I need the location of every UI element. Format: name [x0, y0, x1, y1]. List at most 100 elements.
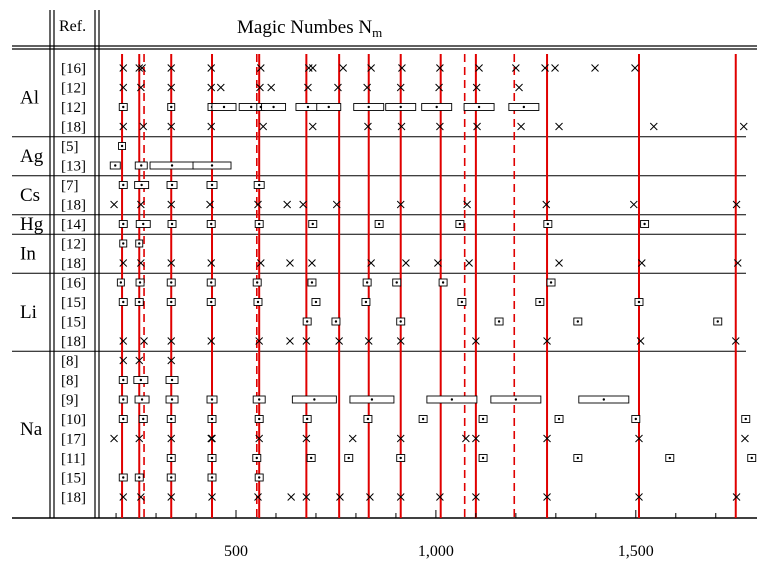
cross-marker: [543, 434, 551, 443]
box-marker: [418, 415, 428, 423]
cross-marker: [216, 83, 225, 92]
cross-stroke: [733, 259, 742, 267]
cross-stroke: [110, 434, 118, 443]
cross-stroke: [119, 259, 128, 267]
cross-marker: [286, 259, 294, 267]
cross-marker: [208, 434, 216, 443]
cross-marker: [741, 434, 749, 443]
cross-stroke: [515, 83, 523, 92]
ref-label: [18]: [61, 198, 86, 214]
cross-marker: [435, 83, 443, 92]
box-marker: [166, 181, 178, 189]
cross-marker: [543, 493, 551, 501]
box-center-dot: [305, 320, 309, 323]
ref-label: [12]: [61, 237, 86, 253]
ref-label: [12]: [61, 100, 86, 116]
box-center-dot: [395, 281, 398, 284]
cross-marker: [136, 259, 145, 267]
ref-label: [15]: [61, 315, 86, 331]
box-center-dot: [122, 398, 125, 401]
box-marker: [206, 220, 216, 228]
box-marker: [349, 395, 395, 404]
box-center-dot: [139, 378, 143, 382]
cross-marker: [110, 200, 118, 209]
cross-stroke: [635, 493, 643, 501]
box-marker: [302, 317, 312, 326]
cross-marker: [138, 64, 146, 72]
box-marker: [165, 395, 179, 404]
cross-marker: [334, 83, 342, 92]
box-center-dot: [210, 164, 214, 167]
cross-stroke: [462, 434, 470, 443]
cross-stroke: [208, 434, 216, 443]
box-marker: [166, 298, 176, 306]
element-label-al: Al: [20, 87, 39, 108]
cross-stroke: [119, 337, 128, 345]
ref-label: [18]: [61, 334, 86, 350]
box-center-dot: [364, 300, 368, 304]
cross-stroke: [635, 434, 643, 443]
box-center-dot: [122, 476, 125, 479]
cross-stroke: [267, 83, 276, 92]
box-center-dot: [210, 281, 213, 284]
box-center-dot: [399, 320, 402, 323]
cross-stroke: [256, 83, 264, 92]
box-center-dot: [140, 164, 143, 167]
box-marker: [211, 103, 237, 111]
cross-marker: [308, 64, 317, 72]
cross-marker: [364, 337, 373, 345]
cross-stroke: [364, 337, 373, 345]
ref-label: [8]: [61, 354, 79, 370]
box-center-dot: [170, 281, 173, 284]
cross-stroke: [283, 200, 292, 209]
box-marker: [254, 473, 264, 482]
box-center-dot: [546, 222, 550, 226]
cross-stroke: [136, 259, 145, 267]
box-center-dot: [142, 417, 145, 421]
box-marker: [396, 454, 406, 462]
box-marker: [118, 415, 128, 423]
box-center-dot: [327, 105, 330, 109]
data-points: [109, 64, 757, 501]
cross-stroke: [555, 122, 563, 131]
cross-stroke: [256, 64, 265, 72]
x-axis: 500 1,000 1,500: [115, 510, 717, 560]
cross-marker: [207, 259, 216, 267]
cross-stroke: [551, 64, 559, 72]
cross-marker: [110, 434, 118, 443]
cross-stroke: [436, 122, 444, 131]
cross-stroke: [207, 83, 216, 92]
box-marker: [634, 298, 644, 306]
box-center-dot: [120, 144, 124, 148]
cross-stroke: [138, 64, 146, 72]
box-marker: [535, 298, 545, 306]
cross-marker: [475, 64, 483, 72]
box-marker: [149, 161, 195, 170]
box-marker: [396, 317, 406, 326]
box-center-dot: [497, 320, 501, 323]
cross-marker: [256, 83, 264, 92]
chart-title-subscript: m: [372, 25, 382, 40]
box-center-dot: [138, 476, 141, 479]
box-marker: [438, 278, 448, 287]
cross-marker: [542, 200, 551, 209]
cross-stroke: [543, 434, 551, 443]
box-center-dot: [170, 300, 173, 304]
cross-stroke: [631, 64, 639, 72]
cross-stroke: [396, 83, 405, 92]
cross-stroke: [119, 356, 128, 365]
box-marker: [133, 376, 149, 384]
ref-label: [8]: [61, 373, 79, 389]
box-marker: [206, 181, 218, 189]
cross-marker: [739, 122, 748, 131]
element-label-li: Li: [20, 302, 37, 323]
cross-stroke: [302, 434, 311, 443]
box-center-dot: [576, 320, 580, 323]
box-center-dot: [122, 105, 125, 109]
cross-stroke: [396, 200, 405, 209]
cross-marker: [515, 83, 523, 92]
cross-stroke: [207, 122, 216, 131]
box-marker: [508, 103, 540, 111]
cross-stroke: [363, 83, 371, 92]
